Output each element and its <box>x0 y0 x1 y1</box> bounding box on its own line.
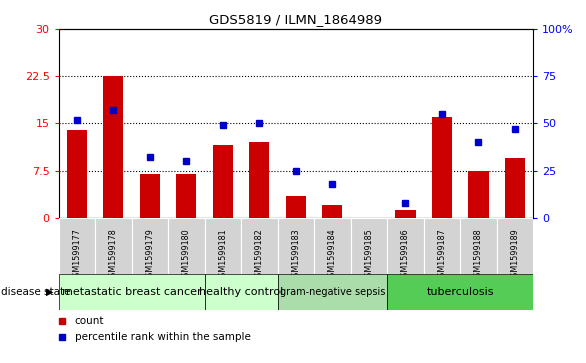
Text: tuberculosis: tuberculosis <box>427 287 494 297</box>
Text: count: count <box>75 316 104 326</box>
Bar <box>278 218 314 274</box>
Bar <box>497 218 533 274</box>
Text: GSM1599185: GSM1599185 <box>364 228 373 282</box>
Bar <box>59 274 205 310</box>
Text: GSM1599181: GSM1599181 <box>219 228 227 282</box>
Text: healthy control: healthy control <box>199 287 283 297</box>
Bar <box>205 218 241 274</box>
Text: GSM1599186: GSM1599186 <box>401 228 410 282</box>
Bar <box>424 218 460 274</box>
Text: metastatic breast cancer: metastatic breast cancer <box>62 287 202 297</box>
Text: GSM1599188: GSM1599188 <box>474 228 483 282</box>
Text: ▶: ▶ <box>46 287 53 297</box>
Text: GSM1599182: GSM1599182 <box>255 228 264 282</box>
Text: GSM1599184: GSM1599184 <box>328 228 337 282</box>
Bar <box>314 218 350 274</box>
Bar <box>213 146 233 218</box>
Bar <box>387 274 533 310</box>
Bar <box>205 274 278 310</box>
Text: GSM1599189: GSM1599189 <box>510 228 520 282</box>
Text: disease state: disease state <box>1 287 70 297</box>
Bar <box>350 218 387 274</box>
Bar <box>103 76 124 218</box>
Bar <box>387 218 424 274</box>
Bar <box>176 174 196 218</box>
Bar <box>241 218 278 274</box>
Text: percentile rank within the sample: percentile rank within the sample <box>75 332 251 342</box>
Text: GSM1599183: GSM1599183 <box>291 228 301 282</box>
Bar <box>432 117 452 218</box>
Bar <box>67 130 87 218</box>
Text: GSM1599179: GSM1599179 <box>145 228 154 282</box>
Text: gram-negative sepsis: gram-negative sepsis <box>280 287 385 297</box>
Text: GSM1599178: GSM1599178 <box>109 228 118 282</box>
Bar <box>468 171 489 218</box>
Bar <box>140 174 160 218</box>
Bar <box>278 274 387 310</box>
Text: GSM1599177: GSM1599177 <box>72 228 81 282</box>
Title: GDS5819 / ILMN_1864989: GDS5819 / ILMN_1864989 <box>209 13 383 26</box>
Bar <box>168 218 205 274</box>
Text: GSM1599187: GSM1599187 <box>438 228 447 282</box>
Bar <box>95 218 132 274</box>
Bar <box>286 196 306 218</box>
Bar <box>250 142 270 218</box>
Bar <box>396 210 415 218</box>
Bar <box>132 218 168 274</box>
Bar <box>505 158 525 218</box>
Text: GSM1599180: GSM1599180 <box>182 228 191 282</box>
Bar <box>460 218 497 274</box>
Bar <box>59 218 95 274</box>
Bar <box>322 205 342 218</box>
